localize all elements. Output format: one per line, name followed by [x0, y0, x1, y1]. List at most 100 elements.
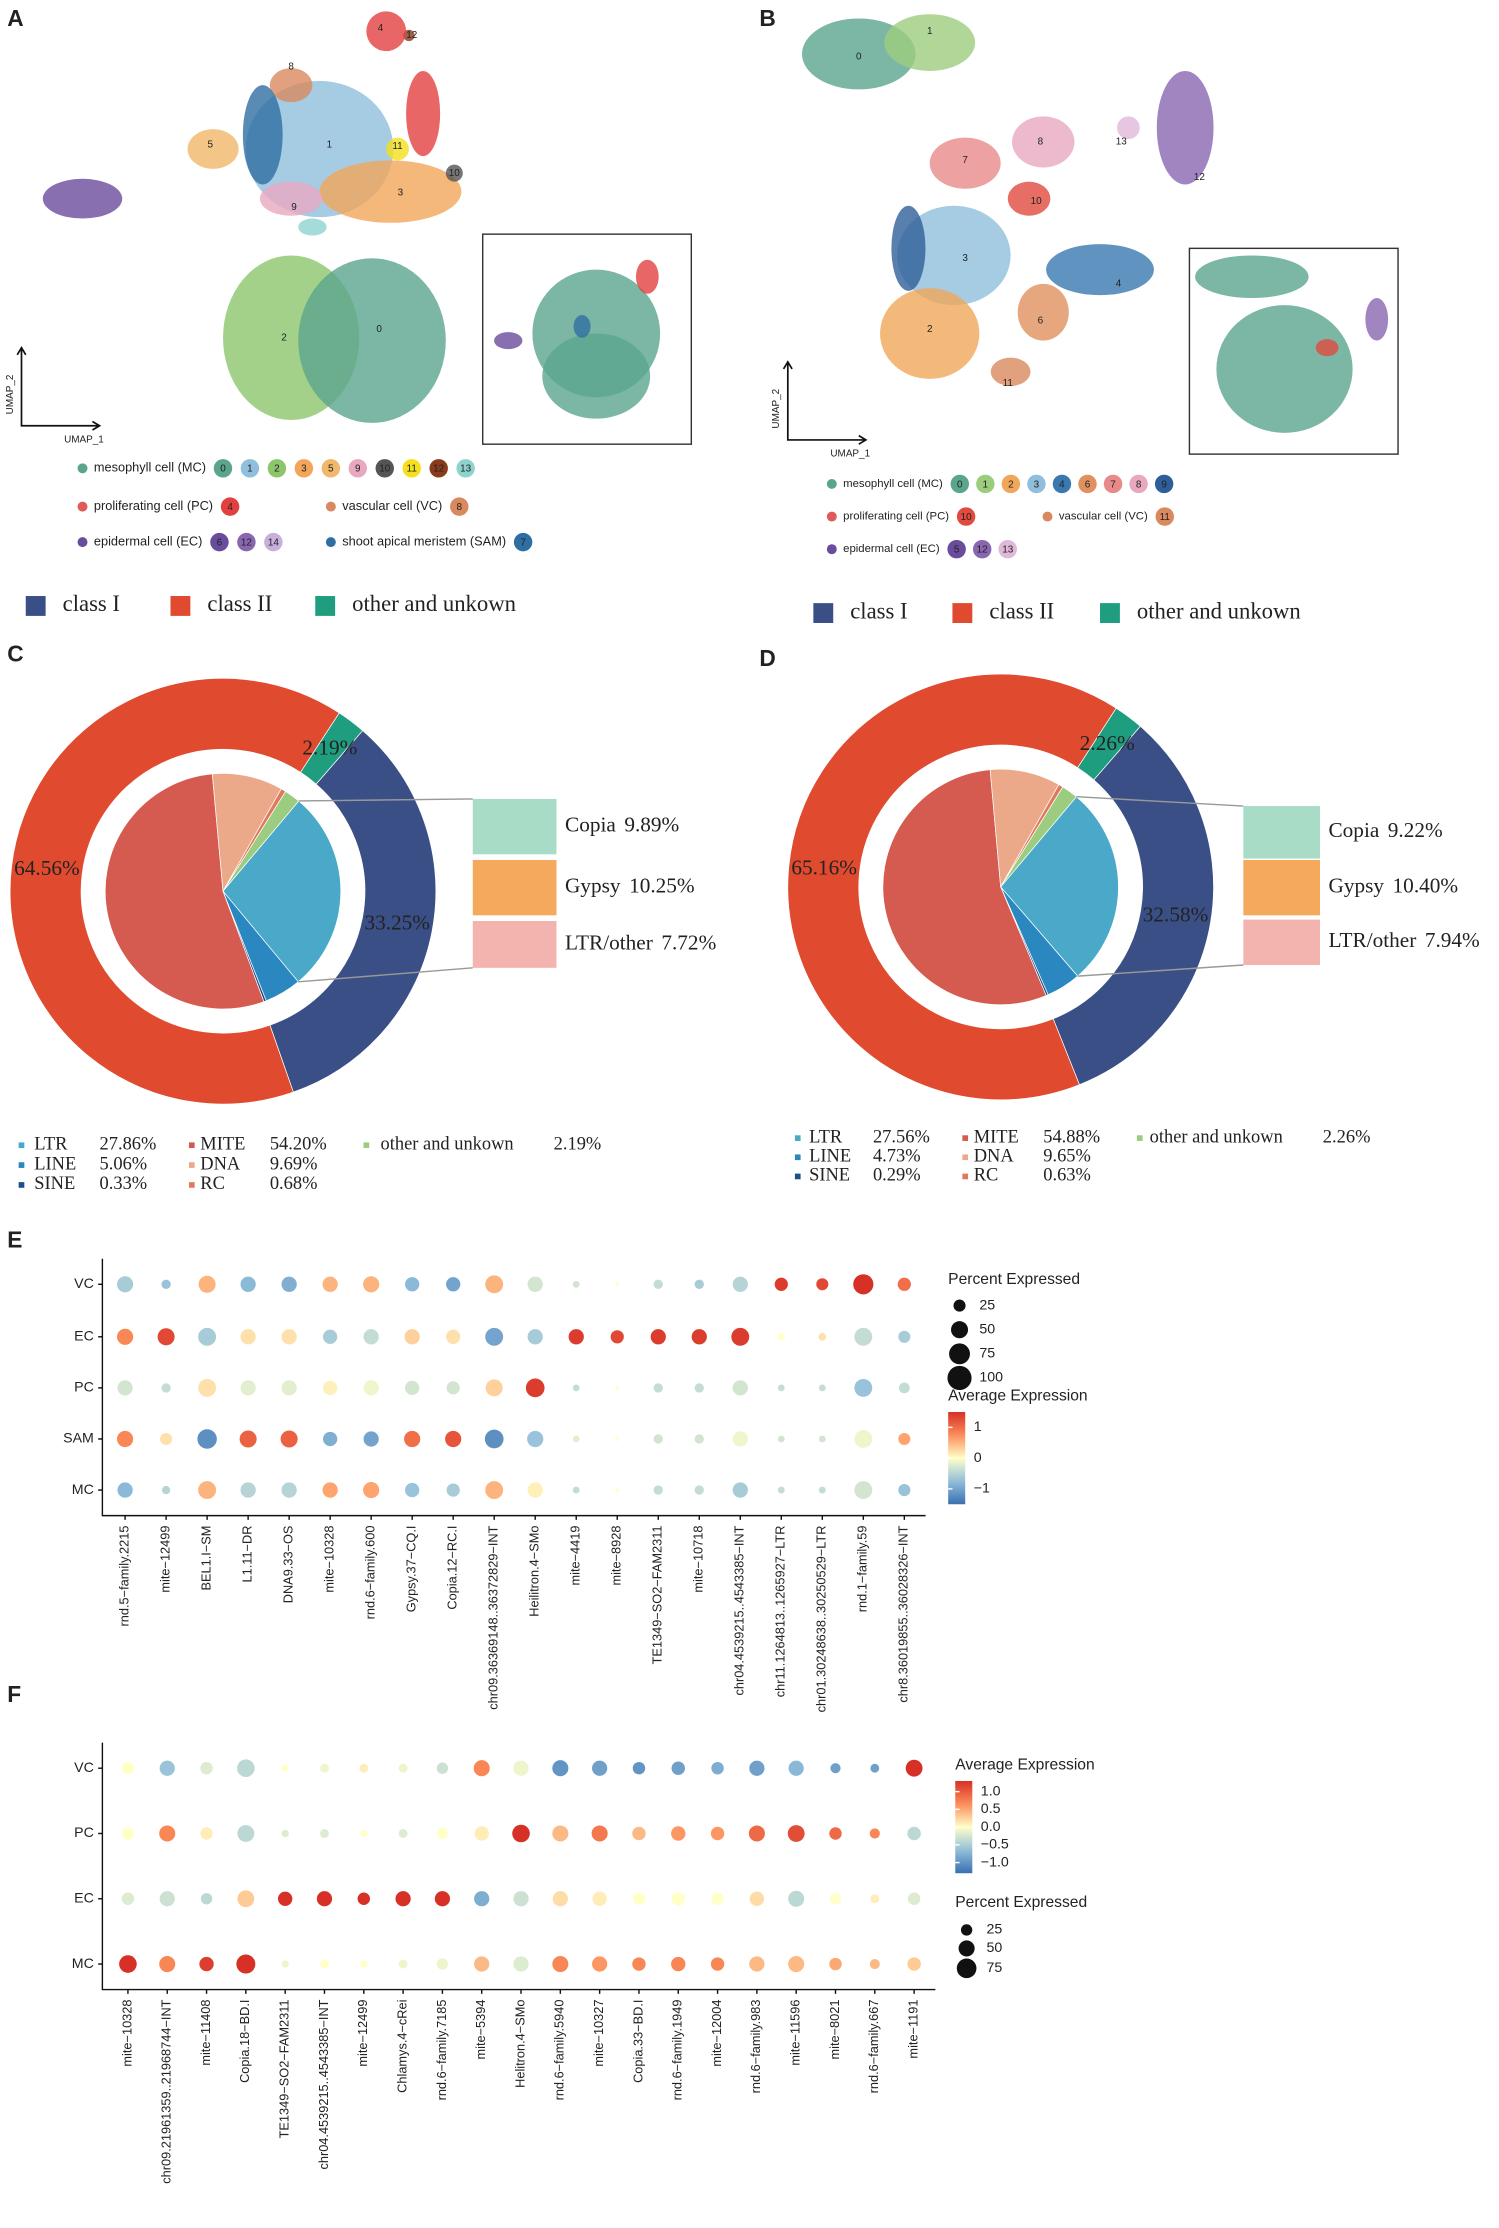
x-tick-label: mite−8021: [827, 2000, 842, 2060]
cell-cloud: [1216, 305, 1353, 433]
x-tick-label: TE1349−SO2−FAM2311: [650, 1526, 665, 1665]
cluster-badge-label: 9: [355, 464, 361, 475]
legend-label: vascular cell (VC): [342, 498, 442, 513]
dot: [694, 1485, 704, 1495]
legend-value: 4.73%: [873, 1146, 921, 1166]
detail-label: LTR/other: [565, 930, 653, 954]
dot: [527, 1430, 544, 1448]
x-tick-label: Copia.18−BD.I: [237, 2000, 252, 2083]
cluster-badge: [220, 497, 240, 516]
cluster-badge-label: 11: [1160, 512, 1171, 523]
color-legend-title: Average Expression: [948, 1388, 1087, 1405]
dot: [119, 1955, 137, 1973]
outer-segment: [269, 730, 437, 1093]
dot: [907, 1892, 921, 1905]
y-tick-label: PC: [74, 1825, 94, 1841]
legend-label: LTR: [809, 1126, 843, 1146]
cluster-badge: [240, 459, 260, 478]
x-tick-label: Chlamys.4−cRei: [394, 2000, 409, 2093]
inner-segment: [1000, 786, 1077, 888]
dot: [731, 1327, 750, 1346]
dot: [474, 1891, 490, 1907]
x-tick-label: chr01.30248638..30250529−LTR: [814, 1526, 829, 1713]
x-tick-label: mite−11408: [198, 2000, 213, 2066]
dot: [360, 1829, 368, 1838]
dot: [552, 1760, 569, 1777]
cluster-badge-label: 9: [1161, 479, 1167, 490]
size-legend-dot: [950, 1321, 969, 1339]
detail-bar: [472, 921, 557, 968]
dot: [572, 1280, 580, 1288]
cluster-label: 10: [449, 168, 461, 179]
cell-cloud: [42, 178, 123, 219]
cell-cloud: [386, 137, 409, 161]
x-tick-label: Copia.33−BD.I: [630, 2000, 645, 2083]
cluster-badge-label: 6: [1085, 479, 1091, 490]
cell-cloud: [880, 288, 980, 379]
inner-segment: [882, 769, 1047, 1006]
dot: [653, 1485, 663, 1495]
legend-label: epidermal cell (EC): [843, 543, 940, 555]
cluster-label: 8: [288, 61, 294, 72]
dot: [653, 1434, 663, 1444]
dot: [240, 1482, 256, 1498]
cell-cloud: [1315, 339, 1339, 357]
legend-value: 0.63%: [1043, 1165, 1091, 1185]
cell-cloud: [542, 333, 651, 419]
dot: [240, 1276, 256, 1292]
legend-label: MITE: [200, 1133, 245, 1153]
x-tick-label: mite−10328: [322, 1526, 337, 1593]
dot: [816, 1278, 829, 1291]
cluster-badge: [402, 459, 421, 478]
cluster-badge-label: 5: [328, 464, 334, 475]
detail-label: LTR/other: [1328, 928, 1416, 952]
detail-bar: [472, 859, 557, 916]
dot: [237, 1825, 255, 1842]
legend-value: 0.33%: [100, 1173, 148, 1193]
cluster-badge: [998, 539, 1017, 559]
x-tick-label: DNA9.33−OS: [281, 1526, 296, 1604]
dot: [404, 1430, 421, 1448]
legend-value: 2.19%: [554, 1133, 602, 1153]
cell-cloud: [1017, 283, 1069, 341]
dot: [552, 1825, 569, 1842]
dot: [749, 1956, 765, 1972]
y-tick-label: VC: [74, 1276, 94, 1292]
x-tick-label: chr04.4539215..4543385−INT: [316, 1999, 331, 2169]
dot: [121, 1761, 135, 1775]
dot: [436, 1958, 449, 1970]
cluster-badge-label: 13: [1002, 545, 1014, 556]
cluster-label: 6: [1038, 315, 1044, 326]
dot: [363, 1481, 380, 1499]
x-tick-label: mite−10718: [691, 1526, 706, 1593]
dot: [512, 1824, 530, 1843]
cell-cloud: [366, 11, 407, 52]
legend-label: other and unkown: [1137, 598, 1301, 623]
dot: [818, 1384, 826, 1392]
dot: [320, 1959, 329, 1969]
cluster-badge-label: 8: [457, 502, 463, 513]
cell-cloud: [891, 205, 926, 291]
cluster-badge: [429, 459, 448, 478]
size-legend-label: 100: [979, 1370, 1003, 1386]
dot: [818, 1435, 826, 1443]
dot: [159, 1825, 176, 1842]
cluster-label: 11: [392, 141, 403, 152]
legend-value: 5.06%: [100, 1153, 148, 1173]
dot: [280, 1430, 298, 1448]
legend-label: epidermal cell (EC): [94, 533, 203, 548]
dot: [513, 1760, 529, 1776]
legend-value: 27.56%: [873, 1126, 930, 1146]
cell-cloud: [1046, 244, 1154, 296]
cell-cloud: [406, 70, 441, 157]
dot: [869, 1828, 880, 1839]
color-bar: [948, 1412, 966, 1505]
dot: [436, 1827, 449, 1840]
legend-label: mesophyll cell (MC): [843, 478, 943, 490]
dot: [363, 1329, 379, 1345]
detail-bar: [1243, 919, 1320, 965]
cluster-badge: [972, 539, 992, 559]
dot: [732, 1276, 748, 1292]
legend-swatch: [188, 1182, 195, 1188]
dot: [711, 1761, 724, 1775]
